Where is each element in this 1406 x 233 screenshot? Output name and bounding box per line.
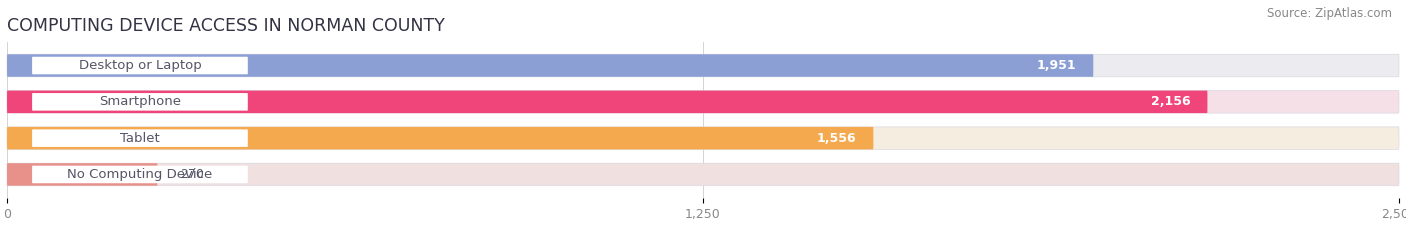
Text: Desktop or Laptop: Desktop or Laptop [79, 59, 201, 72]
FancyBboxPatch shape [32, 93, 247, 111]
Text: Source: ZipAtlas.com: Source: ZipAtlas.com [1267, 7, 1392, 20]
FancyBboxPatch shape [7, 91, 1399, 113]
FancyBboxPatch shape [32, 57, 247, 74]
FancyBboxPatch shape [7, 54, 1094, 77]
Text: No Computing Device: No Computing Device [67, 168, 212, 181]
Text: 2,156: 2,156 [1152, 95, 1191, 108]
FancyBboxPatch shape [7, 54, 1399, 77]
FancyBboxPatch shape [7, 163, 157, 186]
Text: 1,951: 1,951 [1038, 59, 1077, 72]
FancyBboxPatch shape [32, 129, 247, 147]
FancyBboxPatch shape [7, 163, 1399, 186]
FancyBboxPatch shape [7, 127, 1399, 149]
Text: 270: 270 [180, 168, 204, 181]
FancyBboxPatch shape [7, 91, 1208, 113]
Text: Tablet: Tablet [120, 132, 160, 145]
Text: 1,556: 1,556 [817, 132, 856, 145]
FancyBboxPatch shape [7, 127, 873, 149]
FancyBboxPatch shape [32, 166, 247, 183]
Text: COMPUTING DEVICE ACCESS IN NORMAN COUNTY: COMPUTING DEVICE ACCESS IN NORMAN COUNTY [7, 17, 444, 35]
Text: Smartphone: Smartphone [98, 95, 181, 108]
